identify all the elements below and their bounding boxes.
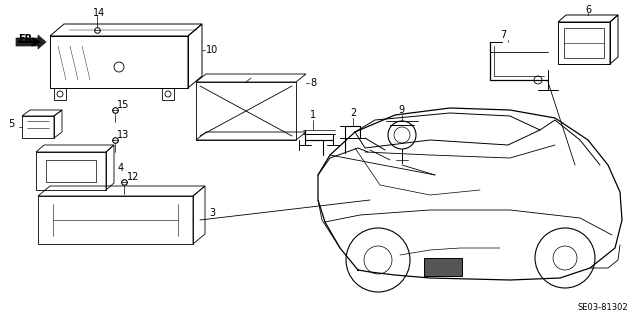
Text: 14: 14 — [93, 8, 105, 18]
Text: 4: 4 — [118, 163, 124, 173]
Bar — [50, 36, 188, 88]
Text: 10: 10 — [206, 45, 218, 55]
Text: 8: 8 — [310, 78, 316, 88]
Text: 12: 12 — [127, 172, 140, 182]
Text: FR.: FR. — [18, 34, 36, 44]
Text: 5: 5 — [8, 119, 14, 129]
Bar — [424, 258, 462, 276]
Text: 6: 6 — [585, 5, 591, 15]
Text: 9: 9 — [398, 105, 404, 115]
Polygon shape — [16, 35, 46, 49]
Text: SE03-81302: SE03-81302 — [577, 303, 628, 312]
Text: 2: 2 — [350, 108, 356, 118]
Bar — [196, 82, 296, 140]
Text: 3: 3 — [209, 208, 215, 218]
Text: 7: 7 — [500, 30, 506, 40]
Bar — [564, 28, 604, 58]
Text: 15: 15 — [117, 100, 129, 110]
Bar — [46, 160, 96, 182]
Text: 13: 13 — [117, 130, 129, 140]
Text: 1: 1 — [310, 110, 316, 120]
